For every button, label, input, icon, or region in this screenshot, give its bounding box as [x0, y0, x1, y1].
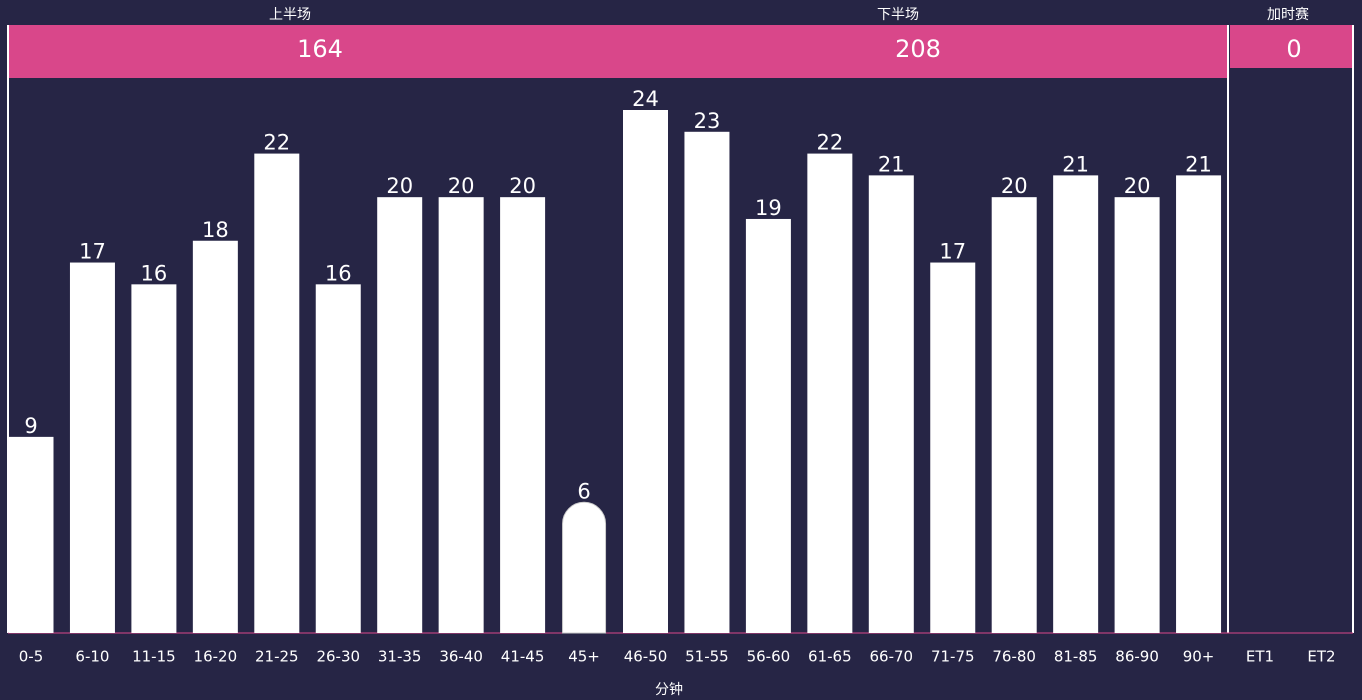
value-label: 23: [694, 109, 721, 133]
bar: [315, 284, 361, 633]
value-label: 9: [24, 414, 37, 438]
value-label: 20: [509, 174, 536, 198]
x-tick-label: 31-35: [378, 648, 422, 666]
period-total: 208: [895, 35, 941, 63]
value-label: 16: [141, 261, 168, 285]
x-tick-label: 36-40: [439, 648, 483, 666]
value-label: 22: [263, 131, 290, 155]
value-label: 19: [755, 196, 782, 220]
value-label: 16: [325, 261, 352, 285]
bar: [868, 175, 914, 633]
period-name: 上半场: [269, 7, 311, 23]
value-label: 24: [632, 87, 659, 111]
x-tick-label: 86-90: [1115, 648, 1159, 666]
bar: [807, 153, 853, 634]
x-tick-label: 26-30: [316, 648, 360, 666]
bar: [69, 262, 115, 633]
x-tick-label: 21-25: [255, 648, 299, 666]
bar: [623, 110, 668, 633]
period-name: 加时赛: [1267, 7, 1309, 23]
x-axis-label: 分钟: [655, 681, 683, 698]
x-tick-label: 56-60: [747, 648, 791, 666]
period-total: 0: [1286, 35, 1301, 63]
x-tick-label: 76-80: [992, 648, 1036, 666]
x-tick-label: 66-70: [870, 648, 914, 666]
period-total: 164: [297, 35, 343, 63]
value-label: 20: [386, 174, 413, 198]
bar: [562, 501, 607, 634]
value-label: 20: [448, 174, 475, 198]
x-tick-label: 16-20: [194, 648, 238, 666]
value-label: 21: [1185, 152, 1212, 176]
x-tick-label: 45+: [568, 648, 600, 666]
bar: [131, 284, 177, 633]
x-tick-label: 81-85: [1054, 648, 1098, 666]
value-label: 17: [79, 240, 106, 264]
x-tick-label: 0-5: [19, 648, 44, 666]
period-band: [618, 25, 1228, 78]
period-band: [8, 25, 618, 78]
bar: [745, 218, 791, 634]
value-label: 21: [878, 152, 905, 176]
x-tick-label: 6-10: [75, 648, 109, 666]
bar: [377, 197, 423, 633]
x-tick-label: 90+: [1183, 648, 1215, 666]
value-label: 17: [939, 240, 966, 264]
value-label: 21: [1062, 152, 1089, 176]
value-label: 6: [577, 479, 590, 503]
bar: [991, 197, 1037, 633]
x-tick-label: 41-45: [501, 648, 545, 666]
x-tick-label: ET2: [1307, 648, 1335, 666]
bar: [1176, 175, 1222, 633]
x-tick-label: 71-75: [931, 648, 975, 666]
period-name: 下半场: [877, 7, 919, 23]
bar: [8, 436, 54, 633]
value-label: 22: [816, 131, 843, 155]
bar: [254, 153, 300, 634]
bar: [500, 197, 546, 633]
x-tick-label: 46-50: [624, 648, 668, 666]
x-tick-label: 11-15: [132, 648, 176, 666]
bar: [1053, 175, 1099, 633]
x-tick-label: ET1: [1246, 648, 1274, 666]
x-tick-label: 61-65: [808, 648, 852, 666]
x-tick-label: 51-55: [685, 648, 729, 666]
bar: [192, 240, 238, 633]
value-label: 20: [1001, 174, 1028, 198]
value-label: 18: [202, 218, 229, 242]
bar: [930, 262, 976, 633]
value-label: 20: [1124, 174, 1151, 198]
bar: [1114, 197, 1160, 633]
bar: [438, 197, 484, 633]
period-band: [1230, 25, 1353, 68]
bar: [684, 131, 730, 633]
